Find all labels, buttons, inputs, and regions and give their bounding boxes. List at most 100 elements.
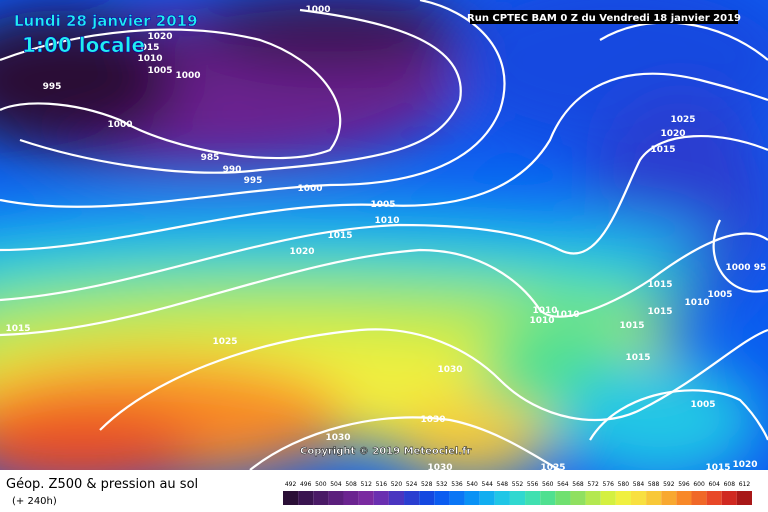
scale-cell: [661, 491, 677, 505]
scale-cell: [328, 491, 344, 505]
isobar-label: 1005: [690, 400, 715, 410]
scale-label: 532: [436, 481, 448, 488]
isobar-label: 1020: [660, 129, 685, 139]
isobar-label: 1010: [554, 310, 579, 320]
isobar-label: 1030: [325, 433, 350, 443]
isobar-label: 1005: [370, 200, 395, 210]
scale-cell: [600, 491, 616, 505]
isobar-label: 995: [244, 176, 263, 186]
scale-label: 548: [497, 481, 509, 488]
isobar-label: 1030: [437, 365, 462, 375]
scale-label: 504: [330, 481, 342, 488]
scale-cell: [494, 491, 510, 505]
scale-label: 544: [482, 481, 494, 488]
isobar-label: 1015: [625, 353, 650, 363]
scale-cell: [721, 491, 737, 505]
scale-label: 580: [618, 481, 630, 488]
isobar-label: 1005: [707, 290, 732, 300]
scale-cell: [525, 491, 541, 505]
isobar-label: 1025: [670, 115, 695, 125]
isobar-label: 1025: [540, 463, 565, 473]
isobar-label: 1030: [420, 415, 445, 425]
scale-cell: [691, 491, 707, 505]
isobar-label: 1025: [212, 337, 237, 347]
isobar-label: 1020: [732, 460, 757, 470]
scale-cell: [509, 491, 526, 505]
scale-label: 584: [633, 481, 645, 488]
scale-label: 572: [587, 481, 599, 488]
scale-cell: [676, 491, 692, 505]
isobar-label: 1015: [5, 324, 30, 334]
scale-label: 512: [360, 481, 372, 488]
scale-label: 592: [663, 481, 675, 488]
scale-label: 588: [648, 481, 660, 488]
scale-cell: [358, 491, 374, 505]
isobars: [0, 0, 768, 470]
scale-cell: [736, 491, 752, 505]
isobar-label: 1015: [705, 463, 730, 473]
isobar-label: 1020: [289, 247, 314, 257]
scale-cell: [646, 491, 662, 505]
isobar-label: 1015: [327, 231, 352, 241]
scale-cell: [585, 491, 601, 505]
scale-cell: [343, 491, 359, 505]
time: 1:00 locale: [22, 33, 145, 57]
scale-cell: [404, 491, 420, 505]
isobar-label: 1010: [529, 316, 554, 326]
scale-label: 560: [542, 481, 554, 488]
scale-cell: [449, 491, 465, 505]
scale-label: 496: [300, 481, 312, 488]
scale-cell: [283, 491, 299, 505]
scale-cell: [630, 491, 647, 505]
scale-cell: [464, 491, 480, 505]
scale-label: 516: [376, 481, 388, 488]
isobar-label: 015: [141, 43, 160, 53]
isobar-label: 1015: [619, 321, 644, 331]
scale-cell: [540, 491, 556, 505]
scale-cell: [313, 491, 329, 505]
isobar-label: 995: [43, 82, 62, 92]
scale-cell: [419, 491, 435, 505]
scale-label: 536: [451, 481, 463, 488]
isobar-label: 1015: [647, 280, 672, 290]
scale-label: 596: [678, 481, 690, 488]
isobar-label: 985: [201, 153, 220, 163]
scale-label: 612: [739, 481, 751, 488]
scale-label: 564: [557, 481, 569, 488]
run-box: [470, 10, 738, 24]
isobar-label: 1015: [650, 145, 675, 155]
isobar-label: 1000: [175, 71, 200, 81]
scale-cell: [479, 491, 495, 505]
isobar-label: 1000: [305, 5, 330, 15]
isobar-label: 95: [754, 263, 767, 273]
isobar-label: 1020: [147, 32, 172, 42]
scale-label: 500: [315, 481, 327, 488]
footer-title: Géop. Z500 & pression au sol: [6, 477, 198, 492]
isobar-label: 1015: [647, 307, 672, 317]
isobar-label: 1000: [725, 263, 750, 273]
color-scale: 492 496 500 504 508 512 516 520 524 528 532 536 540 5…: [283, 481, 752, 505]
scale-label: 528: [421, 481, 433, 488]
scale-label: 576: [603, 481, 615, 488]
date: Lundi 28 janvier 2019: [14, 12, 198, 30]
scale-label: 524: [406, 481, 418, 488]
scale-label: 604: [708, 481, 720, 488]
scale-label: 568: [572, 481, 584, 488]
scale-cell: [434, 491, 450, 505]
isobar-label: 1000: [107, 120, 132, 130]
scale-label: 520: [391, 481, 403, 488]
scale-cell: [570, 491, 586, 505]
isobar-label: 1010: [374, 216, 399, 226]
isobar-label: 990: [223, 165, 242, 175]
isobar-label: 1000: [297, 184, 322, 194]
scale-cell: [555, 491, 571, 505]
run-info: Run CPTEC BAM 0 Z du Vendredi 18 janvier…: [467, 13, 741, 24]
isobar-label: 1010: [684, 298, 709, 308]
scale-label: 540: [466, 481, 478, 488]
footer-lead: (+ 240h): [12, 496, 57, 507]
scale-label: 608: [724, 481, 736, 488]
scale-cell: [373, 491, 389, 505]
